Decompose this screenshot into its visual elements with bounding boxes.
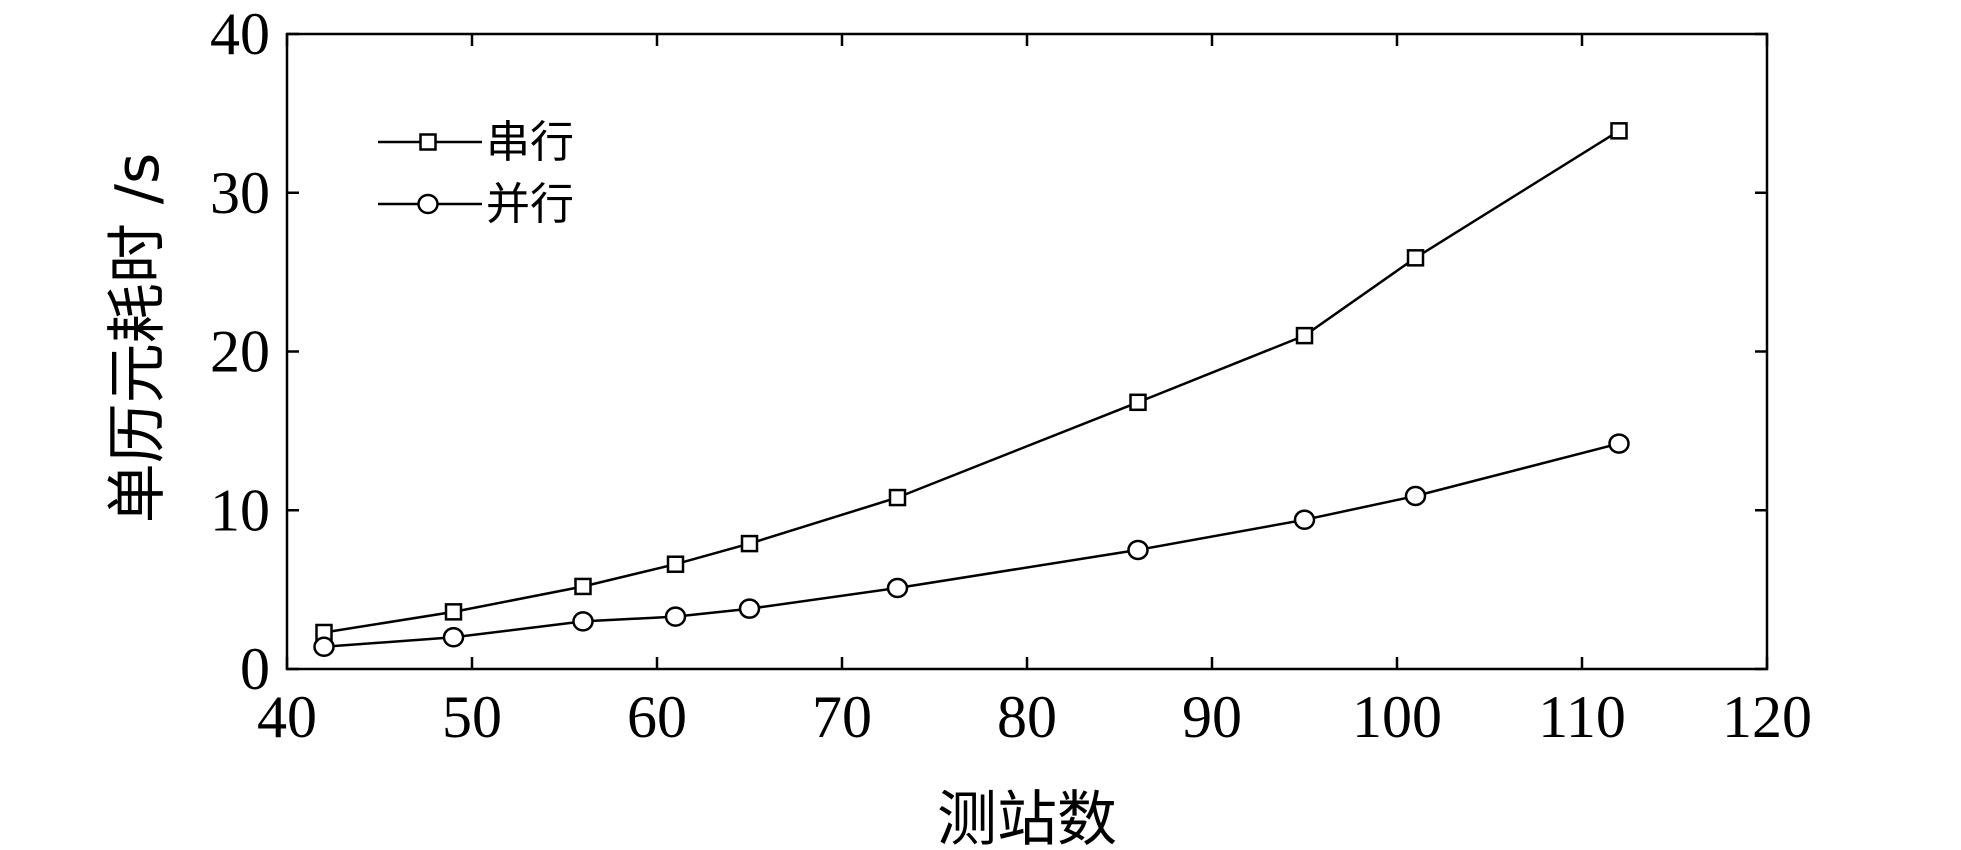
x-tick-label: 60 [627,684,687,750]
data-point-circle [738,598,761,619]
series-line-2 [323,442,1620,649]
data-point-circle [1127,539,1149,561]
legend-label: 并行 [486,179,574,230]
axis-ticks: 40 50 60 70 80 90 100 110 120 0 10 20 30 40 [210,1,1812,750]
x-tick-label: 110 [1538,684,1626,750]
x-tick-label: 40 [257,684,317,750]
data-point-square [444,603,463,621]
x-tick-label: 90 [1182,684,1242,750]
series-2 [313,433,1630,658]
data-point-circle [1404,485,1427,507]
legend-marker-circle [417,193,439,215]
data-point-circle [572,611,594,632]
data-point-square [740,534,759,553]
y-tick-label: 0 [240,636,270,702]
x-tick-label: 50 [442,684,502,750]
y-tick-label: 30 [210,160,270,226]
data-point-circle [313,636,335,658]
y-tick-label: 20 [210,319,270,385]
legend-label: 串行 [486,117,574,168]
legend-entry-1: 串行 [378,117,574,168]
y-axis-title: 单历元耗时 /s [103,153,173,524]
legend-entry-2: 并行 [378,179,574,230]
series-1 [315,122,1628,642]
data-point-square [1406,249,1425,267]
x-tick-label: 120 [1722,684,1812,750]
data-point-circle [1293,509,1316,531]
series-line-1 [323,129,1620,634]
y-tick-label: 10 [210,477,270,543]
data-point-square [1610,122,1628,140]
data-point-square [666,555,685,573]
x-axis-title: 测站数 [937,785,1117,850]
data-point-square [1295,326,1314,345]
data-point-square [574,577,592,596]
data-point-circle [1608,433,1630,454]
x-tick-label: 70 [812,684,872,750]
data-point-circle [664,606,687,627]
x-tick-label: 80 [997,684,1057,750]
data-point-square [888,488,907,507]
legend-marker-square [419,133,437,151]
data-point-square [1129,393,1147,412]
data-point-circle [886,577,909,599]
data-point-circle [442,627,465,648]
data-series [313,122,1630,658]
y-tick-label: 40 [210,1,270,67]
x-tick-label: 100 [1352,684,1442,750]
